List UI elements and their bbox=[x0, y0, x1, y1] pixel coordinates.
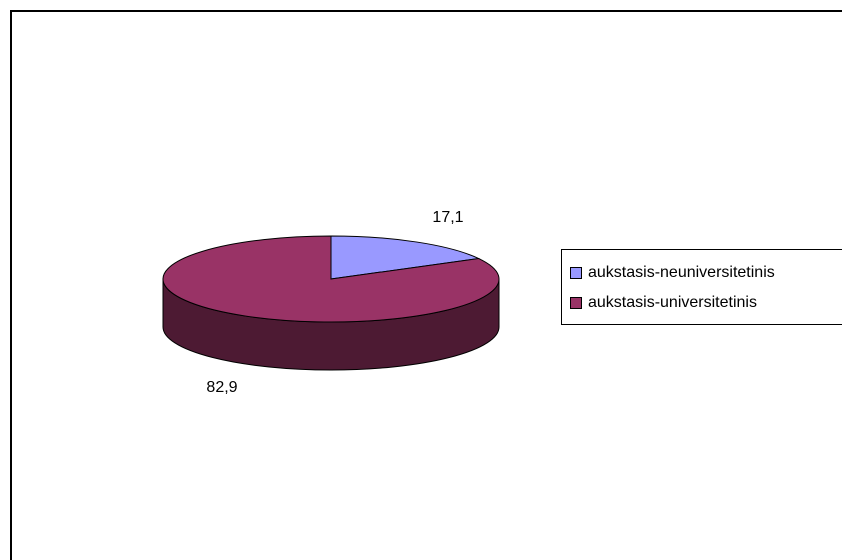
legend-item-universitetinis: aukstasis-universitetinis bbox=[570, 293, 757, 313]
legend-swatch-universitetinis bbox=[570, 297, 582, 309]
pie-labels: 17,1 82,9 bbox=[206, 209, 463, 396]
data-label-1: 82,9 bbox=[206, 379, 237, 396]
legend-swatch-neuniversitetinis bbox=[570, 267, 582, 279]
legend-label-universitetinis: aukstasis-universitetinis bbox=[588, 294, 757, 311]
pie-slice-0 bbox=[330, 235, 481, 280]
legend-item-neuniversitetinis: aukstasis-neuniversitetinis bbox=[570, 263, 775, 283]
legend-label-neuniversitetinis: aukstasis-neuniversitetinis bbox=[588, 264, 775, 281]
legend: aukstasis-neuniversitetinis aukstasis-un… bbox=[561, 249, 842, 325]
pie-top bbox=[162, 235, 500, 323]
chart-area bbox=[10, 10, 842, 560]
data-label-0: 17,1 bbox=[432, 209, 463, 226]
pie-slice-1 bbox=[162, 235, 500, 323]
